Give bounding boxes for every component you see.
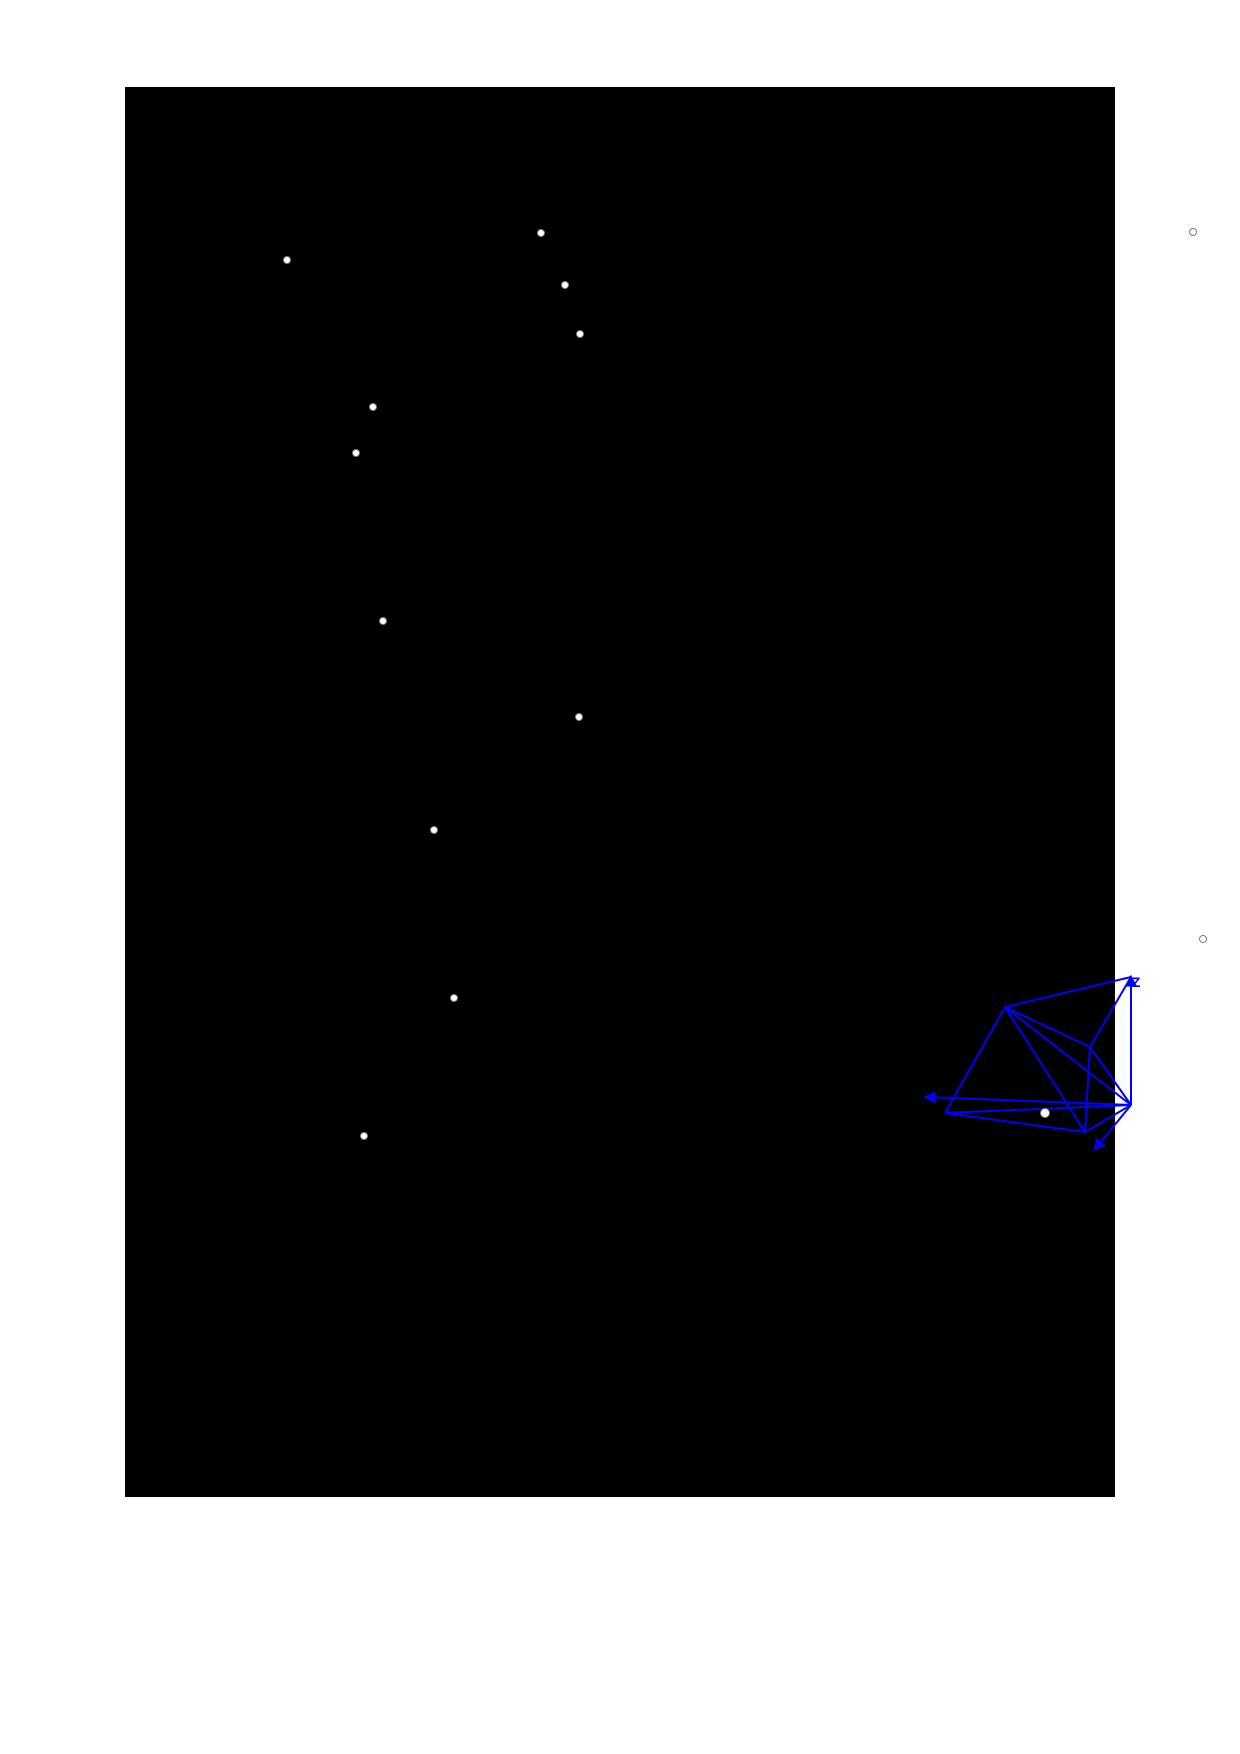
scene-point[interactable] bbox=[537, 229, 545, 237]
scene-point[interactable] bbox=[576, 330, 584, 338]
scene-point[interactable] bbox=[369, 403, 377, 411]
scene-point[interactable] bbox=[352, 449, 360, 457]
scene-point[interactable] bbox=[1189, 228, 1197, 236]
scene-point[interactable] bbox=[450, 994, 458, 1002]
axis-gizmo bbox=[125, 87, 1115, 1497]
scene-point[interactable] bbox=[379, 617, 387, 625]
gizmo-center-point[interactable] bbox=[1040, 1108, 1050, 1118]
page: Z bbox=[0, 0, 1240, 1754]
viewport-3d[interactable]: Z bbox=[125, 87, 1115, 1497]
scene-point[interactable] bbox=[1199, 935, 1207, 943]
scene-point[interactable] bbox=[430, 826, 438, 834]
axis-label-z: Z bbox=[1132, 974, 1141, 990]
scene-point[interactable] bbox=[360, 1132, 368, 1140]
scene-point[interactable] bbox=[561, 281, 569, 289]
scene-point[interactable] bbox=[283, 256, 291, 264]
scene-point[interactable] bbox=[575, 713, 583, 721]
